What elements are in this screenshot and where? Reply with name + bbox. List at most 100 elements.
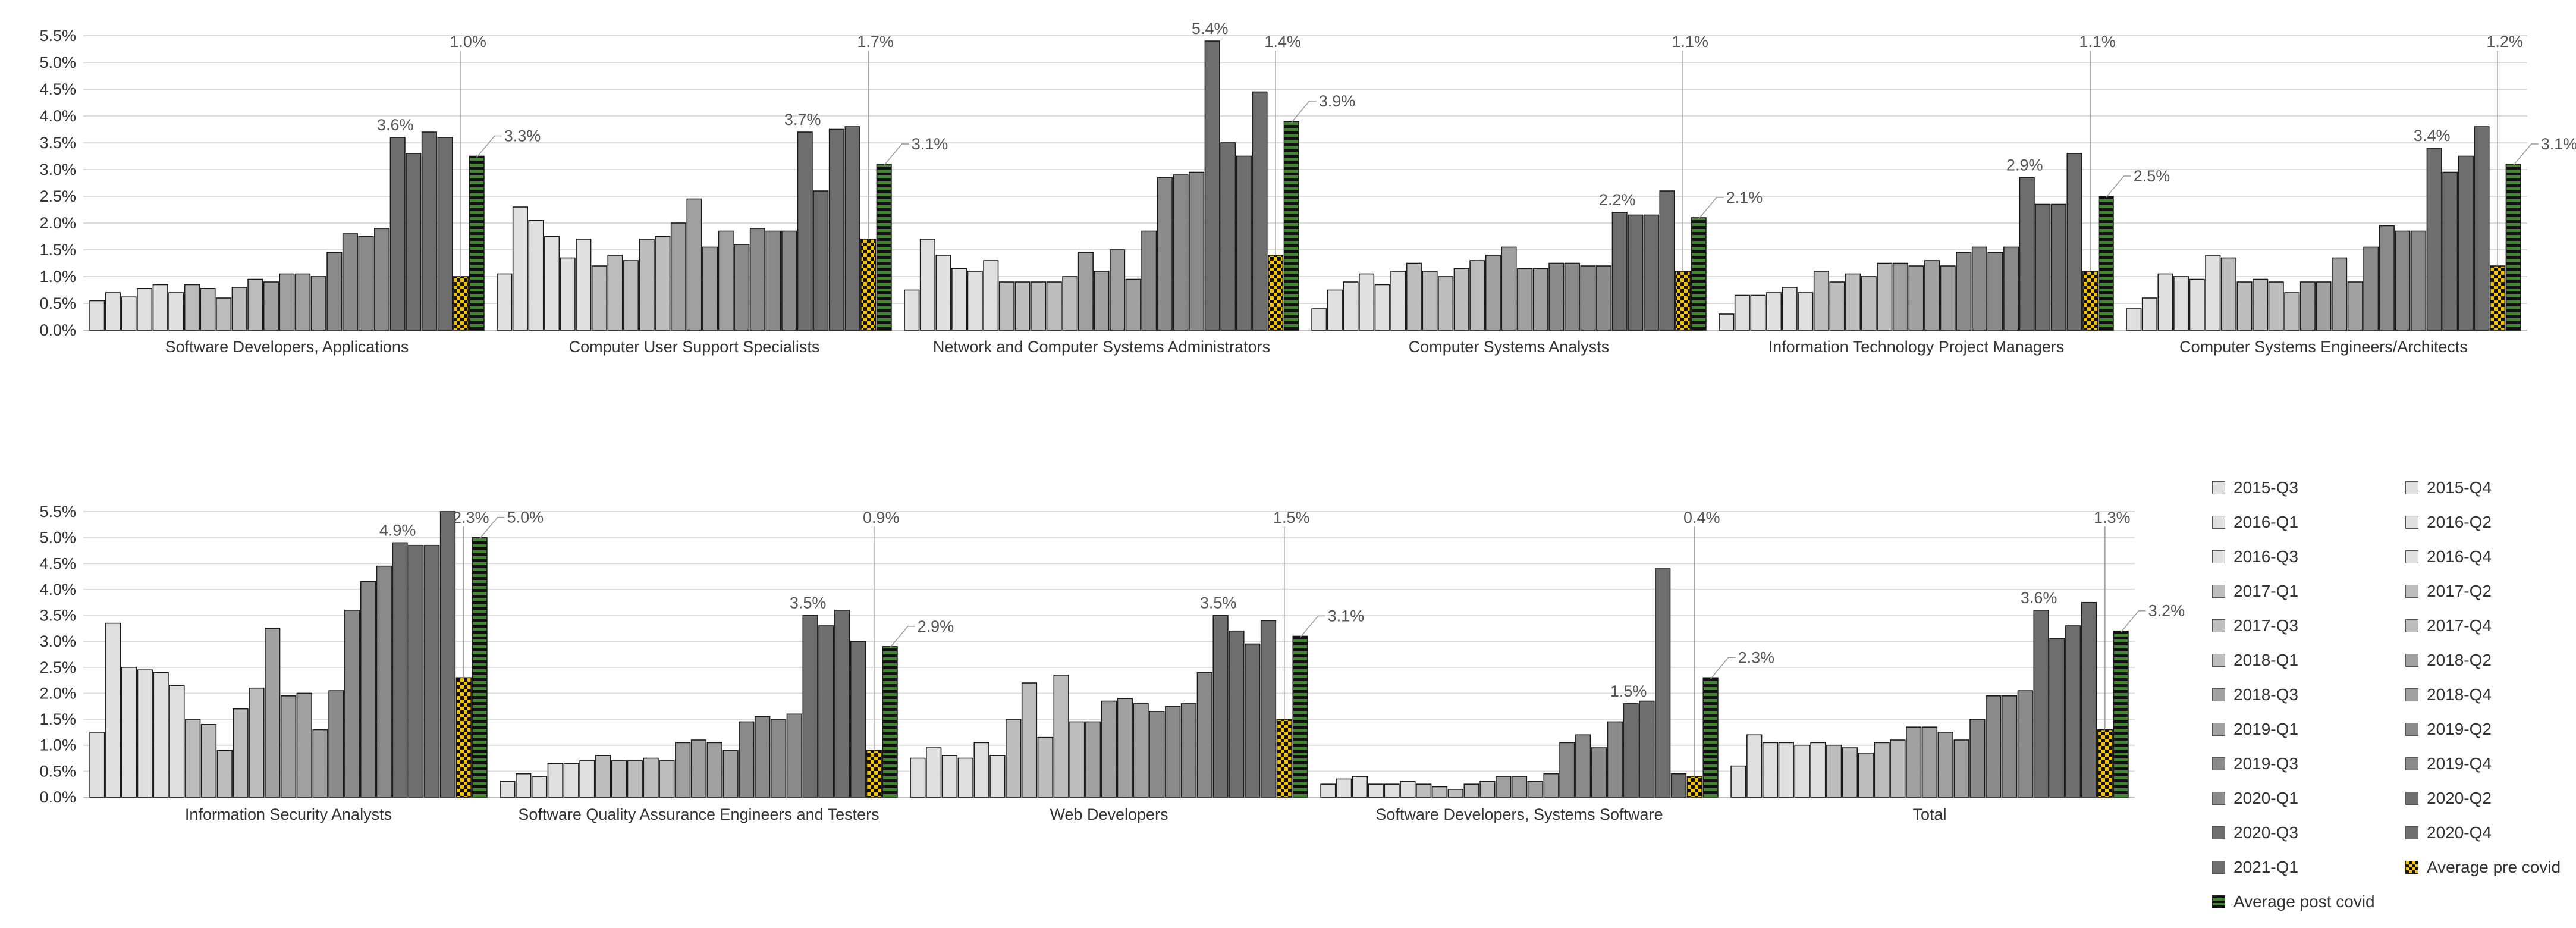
legend-label: 2021-Q1 — [2233, 858, 2298, 876]
bar-quarter — [1940, 265, 1956, 331]
y-tick-label: 4.5% — [39, 80, 76, 98]
bar-quarter — [105, 292, 121, 331]
data-label-peak: 3.6% — [2021, 589, 2057, 607]
bar-quarter — [1921, 726, 1938, 798]
legend-swatch — [2405, 861, 2418, 874]
bar-quarter — [1937, 732, 1953, 798]
bar-quarter — [247, 278, 263, 331]
legend-item: 2017-Q3 — [2212, 614, 2298, 638]
legend-item: Average post covid — [2212, 890, 2375, 914]
leader-line-post — [890, 626, 915, 648]
data-label-post-covid: 3.3% — [504, 127, 541, 145]
category-label: Network and Computer Systems Administrat… — [933, 338, 1270, 356]
legend-item: 2015-Q4 — [2405, 476, 2492, 500]
legend-swatch — [2405, 481, 2418, 494]
legend-item: Average pre covid — [2405, 855, 2561, 879]
bar-quarter — [1750, 294, 1766, 331]
bar-average-post-covid — [1283, 121, 1299, 331]
legend-label: 2020-Q1 — [2233, 789, 2298, 807]
bar-quarter — [249, 687, 265, 798]
data-label-pre-covid: 0.4% — [1683, 509, 1720, 526]
y-tick-label: 1.5% — [39, 710, 76, 728]
bar-quarter — [1639, 700, 1655, 798]
bar-quarter — [765, 230, 781, 331]
y-tick-label: 0.0% — [39, 788, 76, 806]
bar-quarter — [544, 236, 560, 331]
data-label-peak: 3.7% — [784, 111, 821, 128]
bar-quarter — [1874, 742, 1890, 798]
bar-quarter — [1969, 719, 1986, 798]
y-tick-label: 2.5% — [39, 659, 76, 676]
bar-average-pre-covid — [455, 677, 472, 798]
bar-quarter — [770, 719, 787, 798]
chart-panel: 5.4% 1.4% 3.9% Network and Computer Systems… — [904, 20, 1355, 356]
data-label-pre-covid: 1.2% — [2486, 33, 2523, 51]
data-label-pre-covid: 1.7% — [857, 33, 894, 51]
bar-average-post-covid — [882, 646, 898, 798]
bar-quarter — [1719, 313, 1735, 331]
bar-quarter — [1485, 255, 1501, 331]
bar-quarter — [1987, 252, 2003, 331]
data-label-post-covid: 3.2% — [2148, 602, 2185, 620]
bar-quarter — [627, 760, 643, 798]
bar-average-pre-covid — [1675, 271, 1691, 331]
bar-quarter — [1501, 246, 1517, 331]
bar-quarter — [1343, 281, 1359, 331]
y-tick-label: 5.5% — [39, 27, 76, 45]
bar-quarter — [1110, 249, 1126, 331]
legend-item: 2019-Q2 — [2405, 717, 2492, 741]
bar-quarter — [2205, 255, 2221, 331]
bar-quarter — [200, 287, 216, 331]
bar-quarter — [951, 268, 967, 331]
data-label-pre-covid: 0.9% — [863, 509, 900, 526]
bar-quarter — [2268, 281, 2284, 331]
bar-quarter — [1384, 783, 1400, 798]
legend-swatch — [2212, 895, 2225, 908]
bar-quarter — [957, 757, 973, 798]
bar-quarter — [1829, 281, 1845, 331]
bar-quarter — [152, 284, 168, 331]
bar-quarter — [1826, 744, 1842, 798]
bar-quarter — [755, 716, 771, 798]
bar-average-pre-covid — [453, 276, 469, 331]
bar-quarter — [1953, 739, 1969, 798]
bar-quarter — [2173, 276, 2189, 331]
bar-quarter — [1986, 695, 2002, 798]
legend-swatch — [2212, 481, 2225, 494]
bar-quarter — [1596, 265, 1612, 331]
y-tick-label: 3.5% — [39, 134, 76, 152]
bar-quarter — [358, 236, 374, 331]
data-label-pre-covid: 1.5% — [1273, 509, 1310, 526]
legend-item: 2017-Q2 — [2405, 579, 2492, 603]
bar-quarter — [1858, 753, 1874, 798]
bar-average-post-covid — [1292, 635, 1308, 798]
bar-quarter — [2017, 690, 2033, 798]
bar-quarter — [1141, 230, 1157, 331]
data-label-peak: 2.9% — [2006, 156, 2043, 174]
bar-quarter — [659, 760, 675, 798]
legend-label: 2020-Q4 — [2427, 823, 2492, 842]
y-tick-label: 5.0% — [39, 529, 76, 547]
bar-quarter — [2065, 625, 2081, 798]
data-label-post-covid: 3.1% — [1328, 607, 1365, 625]
bar-quarter — [89, 732, 105, 798]
bar-quarter — [2019, 177, 2035, 331]
bar-quarter — [998, 281, 1014, 331]
category-label: Web Developers — [1050, 805, 1168, 823]
bar-quarter — [1842, 747, 1858, 798]
bar-quarter — [547, 763, 563, 798]
bar-quarter — [967, 271, 983, 331]
bar-quarter — [153, 672, 169, 798]
bar-quarter — [2395, 230, 2411, 331]
bar-quarter — [408, 544, 424, 798]
bar-average-post-covid — [472, 537, 488, 798]
legend-swatch — [2212, 585, 2225, 598]
legend-item: 2018-Q1 — [2212, 648, 2298, 672]
bar-quarter — [121, 667, 137, 798]
bar-quarter — [813, 190, 829, 331]
bar-quarter — [834, 610, 850, 798]
bar-quarter — [1327, 289, 1343, 331]
data-label-peak: 3.6% — [377, 116, 414, 134]
bar-quarter — [528, 220, 544, 331]
bar-quarter — [1189, 171, 1205, 331]
